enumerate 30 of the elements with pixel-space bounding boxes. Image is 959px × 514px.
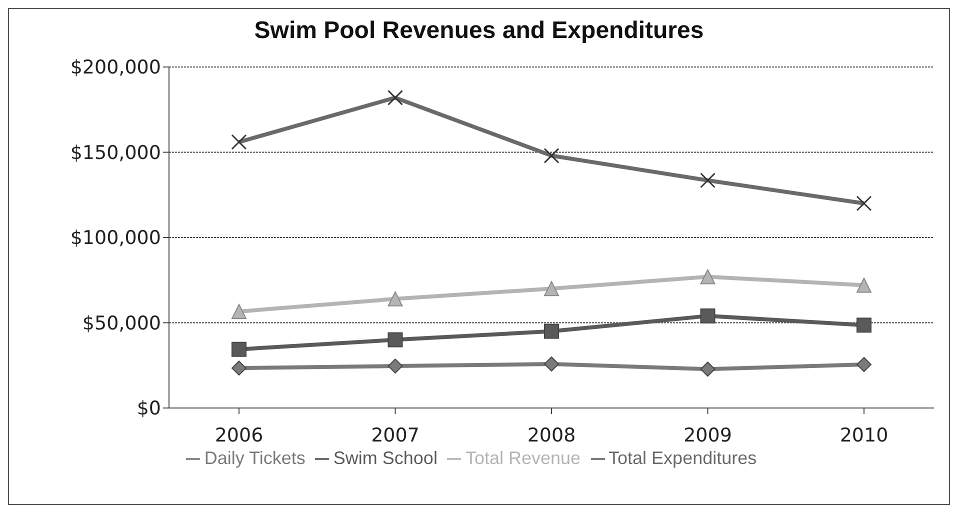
- point: [856, 357, 872, 372]
- legend-label: Total Expenditures: [608, 448, 757, 468]
- y-tick-label: $0: [136, 398, 161, 420]
- x-tick-label: 2010: [840, 424, 888, 446]
- point: [700, 362, 716, 377]
- point: [388, 332, 403, 348]
- point: [232, 360, 246, 376]
- point: [856, 318, 872, 333]
- point: [544, 281, 559, 296]
- point: [544, 324, 559, 339]
- x-tick-label: 2006: [214, 424, 264, 446]
- point: [232, 342, 246, 357]
- y-tick-label: $150,000: [70, 142, 161, 164]
- point: [700, 308, 716, 324]
- legend-label: Daily Tickets: [204, 448, 306, 468]
- x-tick-label: 2008: [527, 424, 576, 446]
- y-tick-label: $200,000: [70, 56, 161, 79]
- point: [700, 269, 716, 284]
- x-tick-label: 2009: [684, 424, 732, 446]
- legend-label: Total Revenue: [465, 448, 581, 468]
- legend-label: Swim School: [333, 448, 438, 468]
- point: [544, 356, 559, 372]
- y-tick-label: $50,000: [82, 312, 161, 334]
- point: [856, 278, 872, 293]
- point: [388, 358, 403, 374]
- point: [232, 304, 246, 319]
- point: [388, 291, 403, 306]
- chart-title: Swim Pool Revenues and Expenditures: [253, 17, 705, 45]
- y-tick-label: $100,000: [70, 227, 161, 250]
- x-tick-label: 2007: [371, 424, 420, 446]
